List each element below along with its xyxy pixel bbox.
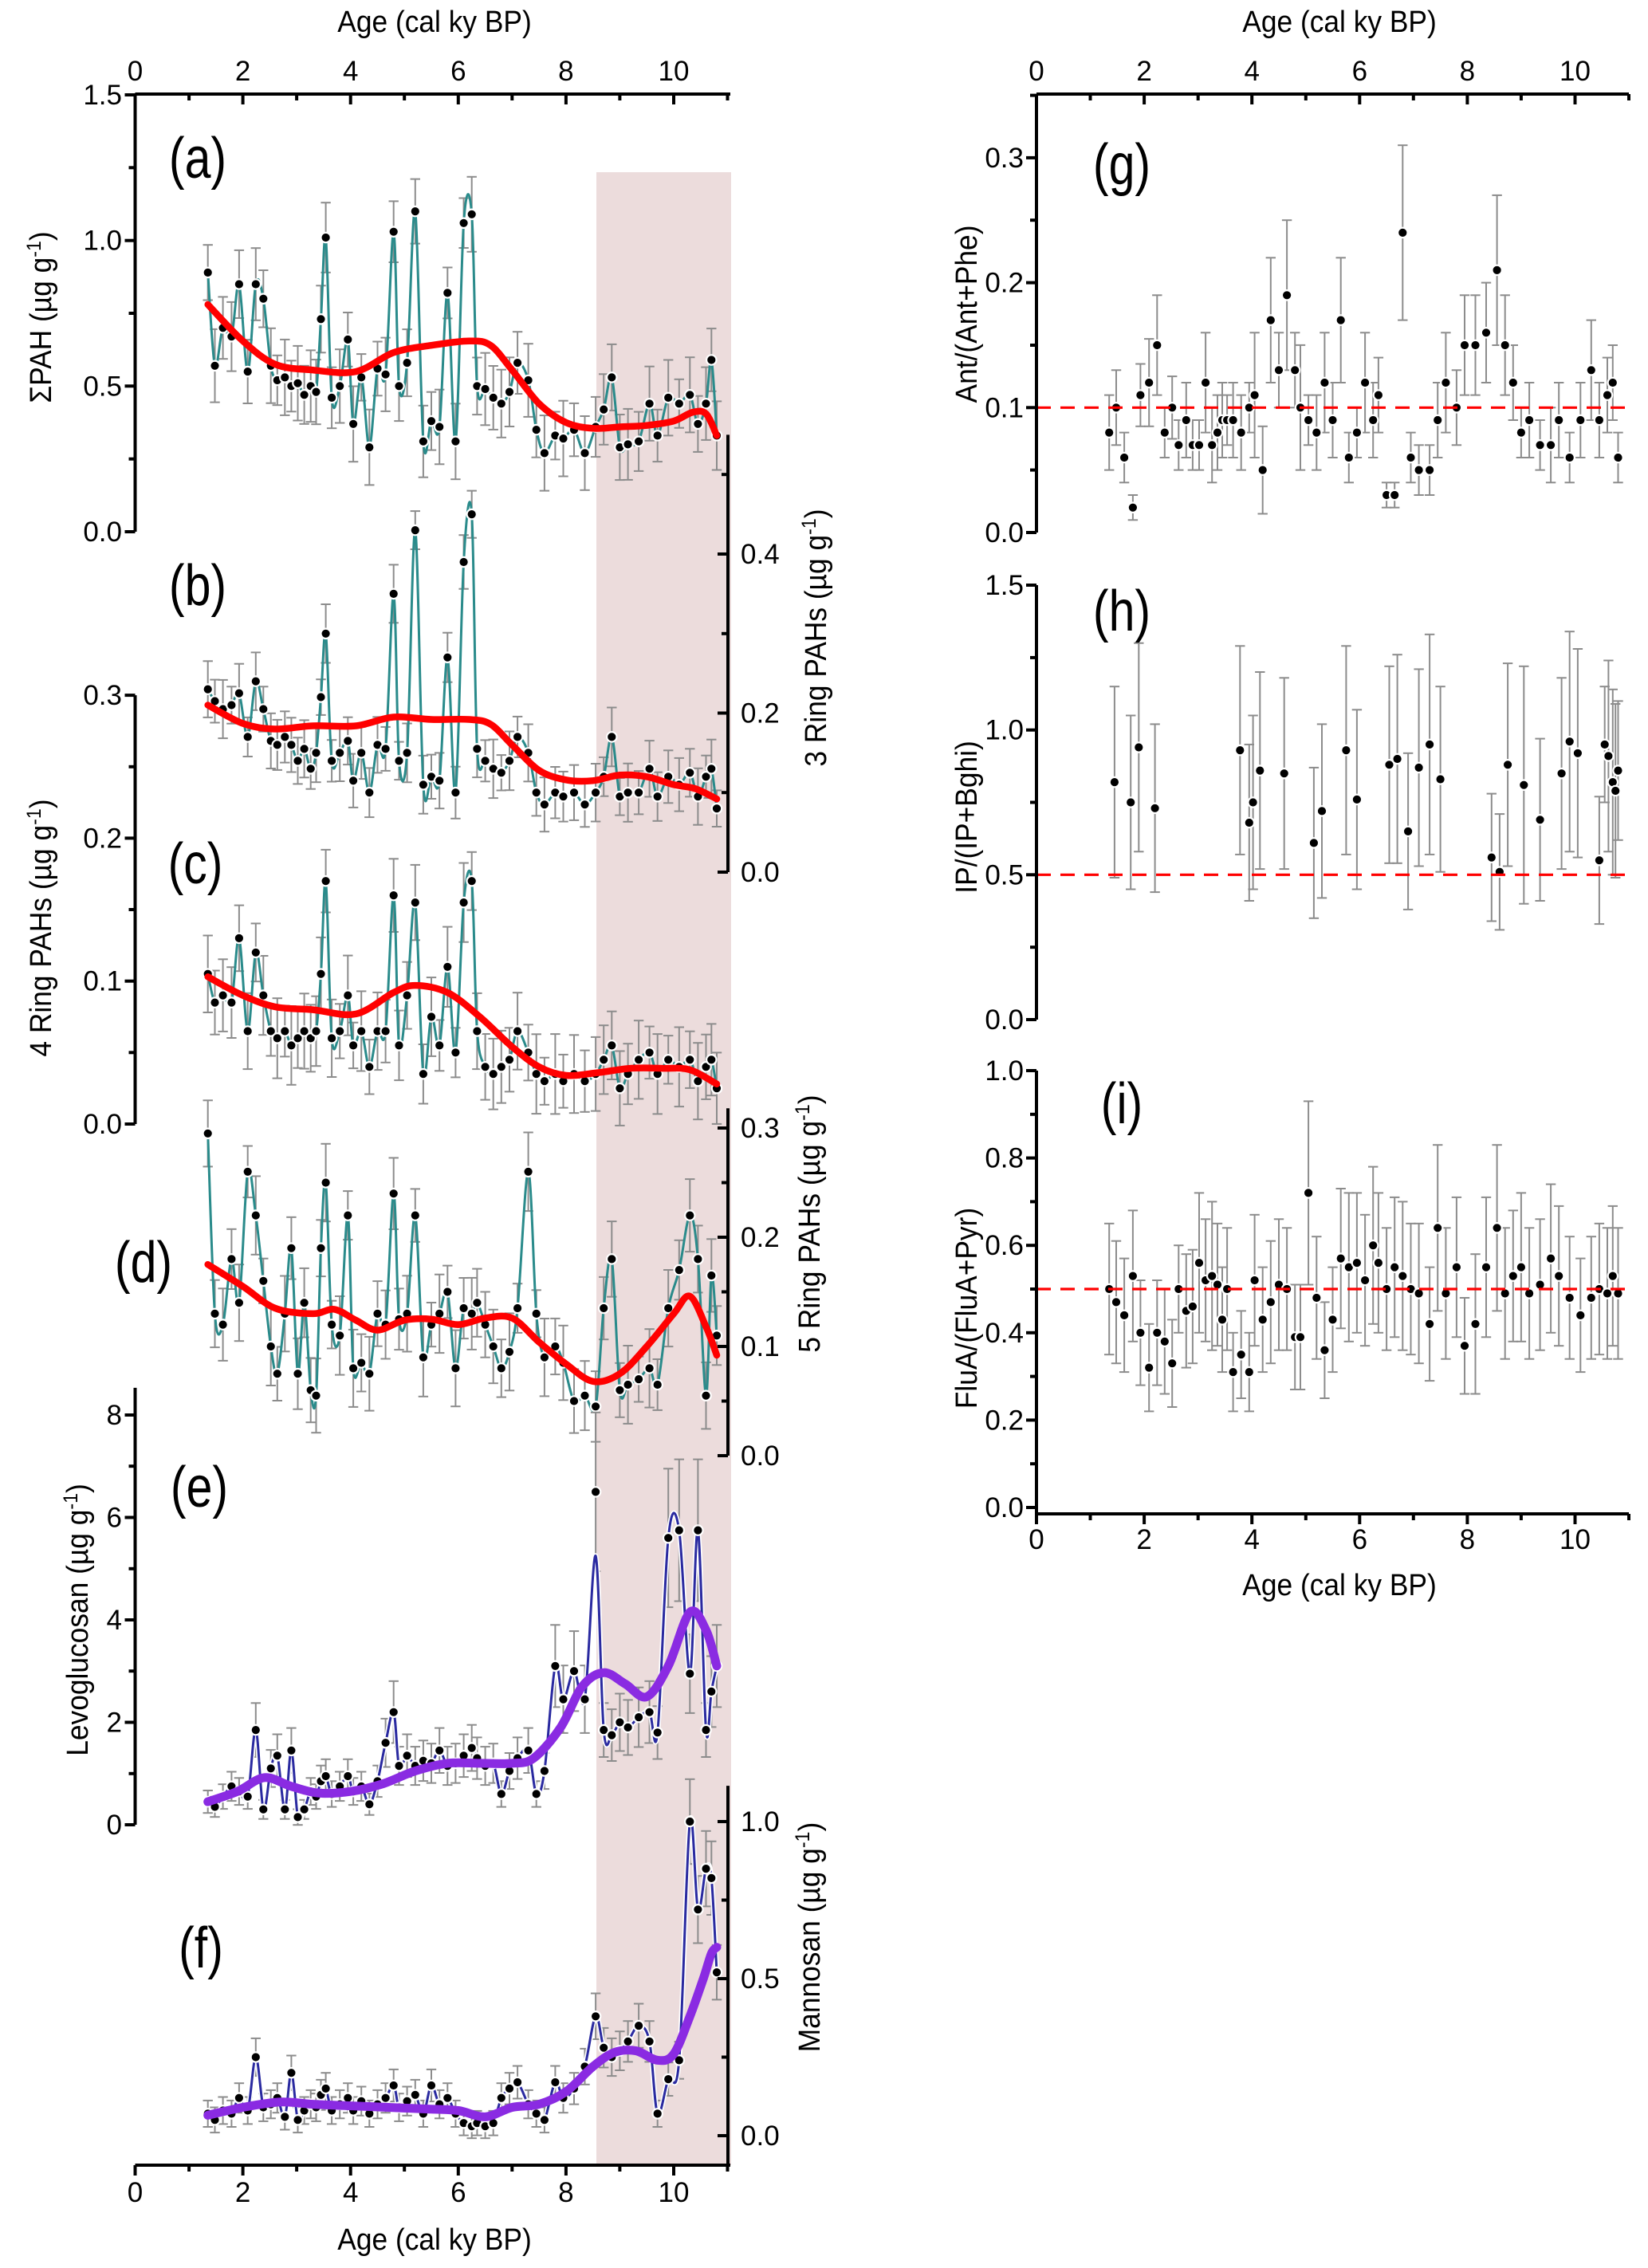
svg-text:(i): (i) [1101,1071,1143,1135]
svg-text:6: 6 [107,1503,122,1534]
svg-text:0.0: 0.0 [985,1492,1024,1523]
svg-text:IP/(IP+Bghi): IP/(IP+Bghi) [950,741,983,893]
svg-text:2: 2 [1136,1524,1151,1555]
svg-text:0.8: 0.8 [985,1143,1024,1174]
svg-text:0.3: 0.3 [83,680,122,711]
svg-text:Ant/(Ant+Phe): Ant/(Ant+Phe) [950,226,983,403]
svg-text:3 Ring PAHs (µg g-1): 3 Ring PAHs (µg g-1) [798,509,832,766]
svg-text:8: 8 [558,56,573,87]
svg-text:8: 8 [1460,1524,1475,1555]
svg-text:6: 6 [450,2177,466,2208]
svg-text:(b): (b) [169,552,226,617]
svg-text:0.2: 0.2 [83,823,122,854]
svg-text:1.5: 1.5 [985,570,1024,601]
svg-text:10: 10 [659,2177,690,2208]
svg-text:0.0: 0.0 [741,2121,780,2152]
svg-text:1.0: 1.0 [985,715,1024,746]
svg-text:0.0: 0.0 [741,1441,780,1472]
svg-text:Age (cal ky BP): Age (cal ky BP) [337,2223,531,2256]
svg-text:4: 4 [107,1605,122,1636]
svg-text:(c): (c) [168,831,223,895]
svg-text:6: 6 [450,56,466,87]
svg-text:0.0: 0.0 [83,517,122,548]
svg-text:4: 4 [343,2177,358,2208]
svg-text:2: 2 [235,2177,250,2208]
svg-text:0.5: 0.5 [985,859,1024,890]
svg-text:0.5: 0.5 [83,371,122,402]
svg-text:Mannosan (µg g-1): Mannosan (µg g-1) [792,1822,826,2053]
svg-text:0.6: 0.6 [985,1230,1024,1261]
svg-text:8: 8 [558,2177,573,2208]
svg-text:1.0: 1.0 [985,1055,1024,1087]
svg-text:FluA/(FluA+Pyr): FluA/(FluA+Pyr) [950,1208,983,1409]
svg-text:8: 8 [1460,56,1475,87]
svg-text:1.0: 1.0 [741,1806,780,1838]
svg-text:4: 4 [343,56,358,87]
svg-text:0.4: 0.4 [985,1318,1024,1349]
svg-text:4 Ring PAHs (µg g-1): 4 Ring PAHs (µg g-1) [23,799,57,1056]
svg-text:10: 10 [1560,56,1591,87]
svg-text:4: 4 [1244,56,1259,87]
svg-text:Levoglucosan (µg g-1): Levoglucosan (µg g-1) [60,1484,94,1756]
svg-text:(d): (d) [115,1229,172,1294]
svg-text:(f): (f) [179,1915,223,1979]
svg-text:Age (cal ky BP): Age (cal ky BP) [337,5,531,38]
svg-text:0: 0 [128,2177,143,2208]
svg-text:Age (cal ky BP): Age (cal ky BP) [1242,1568,1436,1602]
svg-text:(g): (g) [1093,132,1150,196]
svg-text:0: 0 [128,56,143,87]
svg-text:Age (cal ky BP): Age (cal ky BP) [1242,5,1436,38]
svg-text:0.2: 0.2 [741,698,780,729]
svg-text:0.0: 0.0 [741,857,780,888]
svg-text:0.0: 0.0 [83,1109,122,1140]
svg-text:0: 0 [1029,1524,1044,1555]
svg-text:2: 2 [1136,56,1151,87]
svg-text:0.2: 0.2 [985,268,1024,299]
svg-text:1.5: 1.5 [83,80,122,111]
svg-text:0.3: 0.3 [985,143,1024,174]
svg-text:0.3: 0.3 [741,1113,780,1144]
svg-text:10: 10 [659,56,690,87]
svg-text:0: 0 [1029,56,1044,87]
svg-text:6: 6 [1352,56,1367,87]
svg-text:6: 6 [1352,1524,1367,1555]
svg-text:0.0: 0.0 [985,1004,1024,1036]
svg-text:2: 2 [235,56,250,87]
svg-text:0.2: 0.2 [741,1222,780,1253]
svg-text:0.2: 0.2 [985,1405,1024,1436]
svg-text:(a): (a) [169,125,226,190]
svg-text:1.0: 1.0 [83,226,122,257]
svg-text:5 Ring PAHs (µg g-1): 5 Ring PAHs (µg g-1) [792,1095,826,1352]
svg-text:0.1: 0.1 [741,1331,780,1362]
svg-text:0.4: 0.4 [741,539,780,570]
svg-text:8: 8 [107,1400,122,1431]
svg-text:(e): (e) [171,1454,228,1519]
svg-text:(h): (h) [1093,578,1150,643]
svg-text:ΣPAH (µg g-1): ΣPAH (µg g-1) [23,231,57,403]
svg-text:0.1: 0.1 [985,392,1024,423]
svg-text:0.1: 0.1 [83,966,122,997]
svg-text:10: 10 [1560,1524,1591,1555]
svg-text:0: 0 [107,1810,122,1841]
svg-text:0.5: 0.5 [741,1963,780,1995]
svg-text:0.0: 0.0 [985,517,1024,548]
svg-text:2: 2 [107,1708,122,1739]
svg-text:4: 4 [1244,1524,1259,1555]
